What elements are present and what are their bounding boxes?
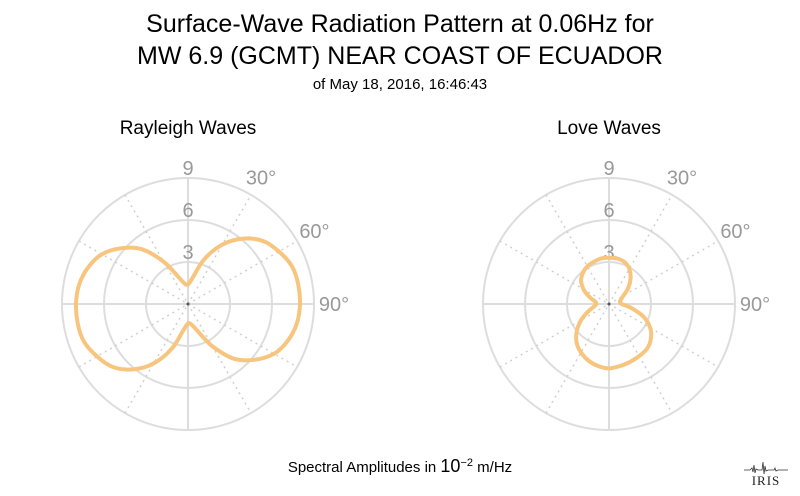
- angular-tick-label: 30°: [667, 168, 697, 190]
- radial-tick-label: 3: [182, 242, 193, 264]
- angular-tick-label: 60°: [720, 221, 750, 243]
- radiation-pattern-line: [73, 236, 303, 372]
- amplitude-label-prefix: Spectral Amplitudes in: [287, 459, 437, 476]
- amplitude-base: 10: [440, 456, 461, 476]
- love-polar-plot: 3 6 9 30° 60° 90°: [482, 158, 770, 431]
- radial-tick-label: 6: [603, 200, 614, 222]
- chart-title-line1: Surface-Wave Radiation Pattern at 0.06Hz…: [146, 10, 654, 38]
- iris-logo: IRIS: [744, 461, 788, 488]
- love-plot-title: Love Waves: [557, 118, 661, 139]
- iris-logo-text: IRIS: [752, 473, 781, 488]
- angular-tick-label: 90°: [740, 294, 770, 316]
- seismogram-icon: [744, 461, 788, 475]
- rayleigh-polar-plot: 3 6 9 30° 60° 90°: [61, 158, 349, 431]
- amplitude-unit: m/Hz: [477, 459, 513, 476]
- amplitude-unit-label: Spectral Amplitudes in 10−2 m/Hz: [0, 456, 800, 477]
- angular-tick-label: 30°: [246, 168, 276, 190]
- angular-tick-label: 90°: [319, 294, 349, 316]
- radial-tick-label: 6: [182, 200, 193, 222]
- radial-tick-label: 9: [182, 158, 193, 180]
- amplitude-exponent: −2: [460, 457, 473, 469]
- radial-tick-label: 9: [603, 158, 614, 180]
- radiation-pattern-line: [574, 255, 654, 371]
- radial-tick-label: 3: [603, 242, 614, 264]
- angular-tick-label: 60°: [299, 221, 329, 243]
- chart-title-line2: MW 6.9 (GCMT) NEAR COAST OF ECUADOR: [137, 42, 663, 70]
- chart-subtitle: of May 18, 2016, 16:46:43: [312, 76, 488, 93]
- rayleigh-plot-title: Rayleigh Waves: [119, 118, 257, 139]
- center-point: [186, 302, 190, 306]
- center-point: [607, 302, 611, 306]
